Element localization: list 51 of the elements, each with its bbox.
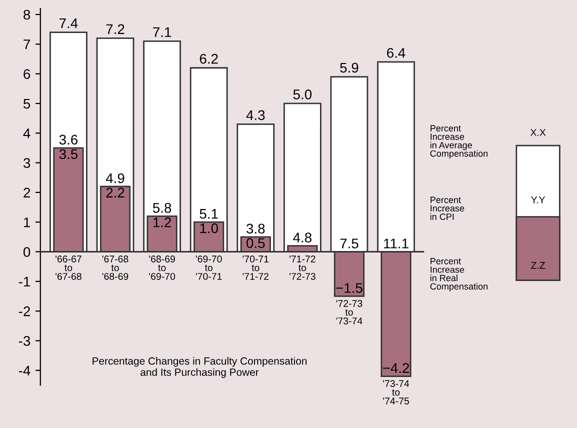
y-tick-label: 0	[23, 247, 30, 257]
y-tick-label: 6	[24, 69, 30, 79]
x-tick-label: '69-70 to '70-71	[196, 256, 222, 280]
annotation: 5.8	[152, 202, 172, 213]
data-label: 1.2	[153, 217, 172, 228]
data-label: −4.2	[382, 363, 410, 373]
x-tick-label: '67-68 to '68-69	[102, 256, 128, 280]
data-label: 5.9	[340, 62, 358, 73]
x-tick-label: '71-72 to '72-73	[290, 256, 316, 280]
x-tick-label: '68-69 to '69-70	[149, 256, 176, 280]
y-tick-label: 8	[24, 10, 30, 20]
data-label: 7.2	[106, 24, 124, 34]
data-label: 4.3	[246, 110, 265, 120]
x-tick-label: '70-71 to '71-72	[242, 256, 269, 280]
data-label: 7.1	[153, 27, 172, 37]
x-tick-label: '66-67 to '67-68	[56, 256, 82, 280]
data-label: 0.5	[246, 238, 265, 248]
data-label: 6.2	[200, 54, 218, 64]
y-tick-label: -2	[18, 306, 30, 316]
y-tick-label: 2	[24, 188, 30, 198]
annotation: 3.8	[246, 224, 265, 234]
annotation: 7.5	[340, 238, 358, 248]
data-label: 6.4	[387, 48, 406, 58]
annotation: 11.1	[384, 238, 408, 248]
y-tick-label: 3	[23, 158, 30, 168]
annotation: 4.8	[293, 232, 312, 242]
data-label: −1.5	[336, 283, 362, 293]
annotation: 5.1	[200, 209, 218, 219]
y-tick-label: 5	[24, 98, 30, 109]
data-label: 2.2	[106, 188, 124, 198]
y-tick-label: -1	[18, 276, 30, 286]
y-tick-label: 1	[24, 218, 30, 228]
text: Percent Increase in Real Compensation	[430, 258, 488, 292]
data-label: 1.0	[200, 223, 218, 234]
text: Y.Y	[531, 196, 546, 204]
y-tick-label: -3	[18, 336, 30, 346]
y-tick-label: 4	[23, 128, 30, 138]
text: Z.Z	[531, 262, 546, 269]
data-label: 3.5	[59, 149, 78, 160]
x-tick-label: '73-74 to '74-75	[383, 380, 410, 404]
y-tick-label: -4	[18, 366, 30, 376]
text: X.X	[530, 129, 546, 136]
data-label: 5.0	[293, 89, 312, 100]
annotation: 3.6	[59, 134, 78, 145]
data-label: 7.4	[60, 18, 78, 28]
series-label: Percent Increase in Average Compensation	[430, 125, 488, 158]
annotation: 4.9	[106, 173, 124, 184]
y-tick-label: 7	[24, 40, 30, 50]
x-tick-label: '72-73 to '73-74	[336, 300, 362, 324]
text: Percentage Changes in Faculty Compensation and Its Purchasing Power	[92, 357, 307, 378]
text: Percent Increase in CPI	[430, 196, 464, 220]
